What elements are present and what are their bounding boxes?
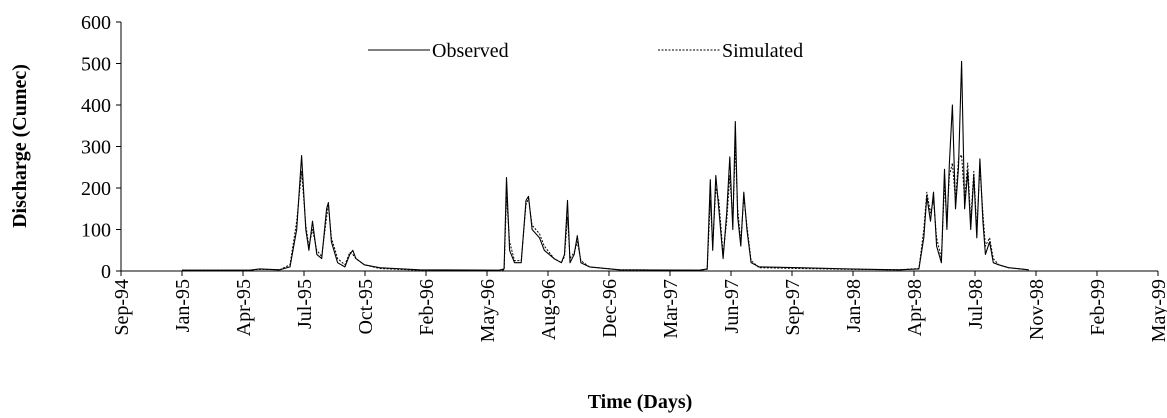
x-tick-label: Oct-95 <box>355 279 377 335</box>
x-tick-label: May-99 <box>1148 279 1167 342</box>
x-tick-label: Jul-98 <box>965 279 987 329</box>
x-tick-label: Mar-97 <box>660 279 682 339</box>
series-line <box>182 146 1029 272</box>
x-tick-label: Sep-97 <box>782 279 804 336</box>
x-tick-label: Aug-96 <box>538 279 560 340</box>
legend-label: Simulated <box>722 40 803 62</box>
x-axis-label: Time (Days) <box>588 391 693 413</box>
y-axis-label: Discharge (Cumec) <box>9 64 31 228</box>
x-tick-label: Apr-98 <box>904 279 926 336</box>
x-tick-label: Sep-94 <box>111 279 133 336</box>
series-line <box>182 60 1029 271</box>
x-tick-label: Jan-95 <box>172 279 194 332</box>
x-tick-label: Nov-98 <box>1026 279 1048 340</box>
x-tick-label: Jun-97 <box>721 279 743 333</box>
y-tick-label: 0 <box>101 261 111 283</box>
x-tick-label: Apr-95 <box>233 279 255 336</box>
x-tick-label: Jul-95 <box>294 279 316 329</box>
x-tick-label: Jan-98 <box>843 279 865 332</box>
x-tick-label: May-96 <box>477 279 499 342</box>
x-tick-label: Dec-96 <box>599 279 621 338</box>
y-tick-label: 400 <box>81 95 111 117</box>
x-tick-label: Feb-99 <box>1087 279 1109 336</box>
y-tick-label: 500 <box>81 54 111 76</box>
x-tick-label: Feb-96 <box>416 279 438 336</box>
y-tick-label: 200 <box>81 178 111 200</box>
y-tick-label: 100 <box>81 220 111 242</box>
legend-label: Observed <box>432 40 509 62</box>
y-tick-label: 600 <box>81 12 111 34</box>
y-tick-label: 300 <box>81 137 111 159</box>
